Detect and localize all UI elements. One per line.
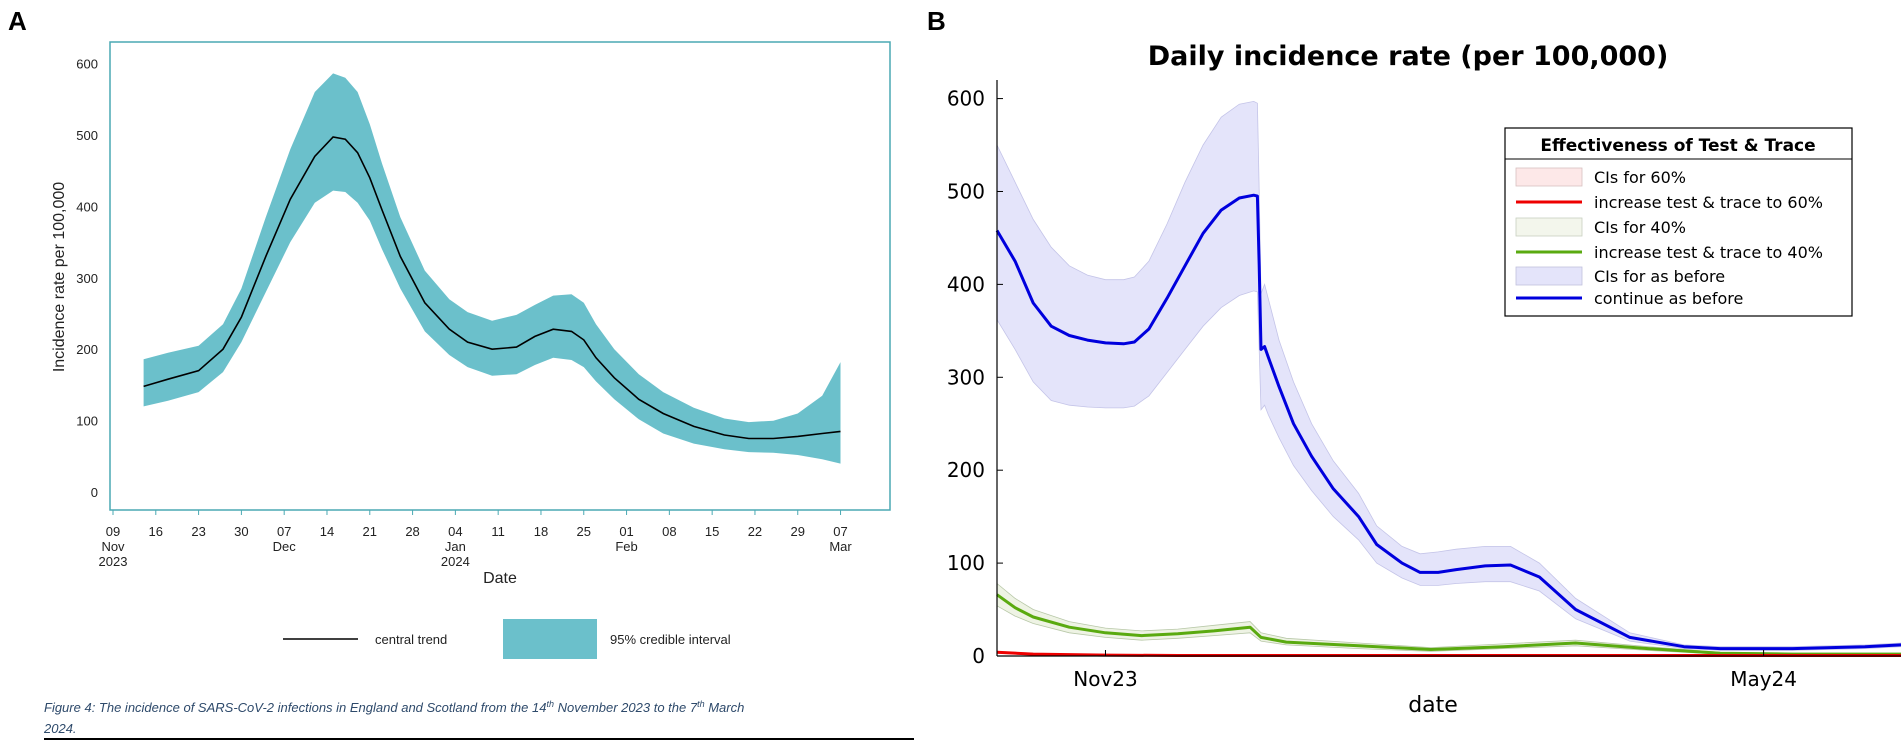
panel-a-x-tick-label: Nov [101,539,125,554]
panel-a-plot-frame [109,41,891,511]
panel-a-x-tick-label: Feb [615,539,637,554]
panel-a-x-tick-label: 22 [748,524,762,539]
panel-a-x-tick-label: 2023 [99,554,128,569]
legend-ci40-label: CIs for 40% [1594,218,1686,237]
panel-a-x-tick-label: 30 [234,524,248,539]
panel-a-trend-group [143,136,841,440]
panel-b-chart: Daily incidence rate (per 100,000) 0 100 2… [947,41,1901,718]
panel-a-x-tick-label: 04 [448,524,462,539]
panel-b-x-ticks: Nov23 May24 [1073,650,1797,691]
panel-a-credible-interval-band [143,73,841,464]
panel-b-series-line [996,593,1901,656]
panel-b-ci-band [996,100,1901,651]
panel-a-x-tick-label: 21 [363,524,377,539]
panel-a-x-tick-label: Mar [829,539,852,554]
panel-b-y-tick-label: 500 [947,179,985,203]
panel-b-y-ticks: 0 100 200 300 400 500 600 [947,87,1003,668]
panel-a-y-tick-label: 300 [76,271,98,286]
panel-b-y-tick-label: 300 [947,365,985,389]
panel-a-letter: A [8,6,27,36]
panel-a-x-tick-label: 18 [534,524,548,539]
legend-ci60-label: CIs for 60% [1594,168,1686,187]
panel-a-y-tick-label: 400 [76,199,98,214]
legend-tt60-label: increase test & trace to 60% [1594,193,1823,212]
panel-a-x-tick-label: 01 [619,524,633,539]
panel-a-x-tick-label: 08 [662,524,676,539]
panel-a-x-tick-label: 28 [405,524,419,539]
panel-b-y-tick-label: 100 [947,551,985,575]
panel-a-x-axis-label: Date [483,570,517,587]
legend-tt40-label: increase test & trace to 40% [1594,243,1823,262]
panel-b-x-tick-label: May24 [1730,667,1797,691]
panel-a-x-tick-label: Dec [273,539,297,554]
panel-a-x-tick-label: 11 [491,524,505,539]
panel-a-x-tick-label: 07 [277,524,291,539]
figure-caption-line2: 2024. [43,721,77,736]
figure-caption-line1: Figure 4: The incidence of SARS-CoV-2 in… [44,699,744,715]
panel-b-legend: Effectiveness of Test & Trace CIs for 60… [1504,127,1853,317]
panel-a-ci-band-group [143,73,841,464]
panel-a-x-tick-label: Jan [445,539,466,554]
legend-ci60-swatch [1515,167,1583,187]
panel-a-x-tick-label: 09 [106,524,120,539]
panel-a-central-trend-line [143,136,841,440]
legend-credible-interval-swatch [503,619,597,659]
panel-b-y-tick-label: 400 [947,272,985,296]
panel-a-x-tick-label: 16 [149,524,163,539]
panel-a-x-tick-label: 25 [577,524,591,539]
panel-a-x-tick-label: 23 [191,524,205,539]
panel-a-y-tick-label: 600 [76,56,98,71]
legend-credible-interval-label: 95% credible interval [610,632,731,647]
panel-b-series-line [995,193,1901,651]
panel-b-letter: B [927,6,946,36]
panel-b-x-axis-label: date [1408,693,1458,718]
panel-a-x-tick-label: 2024 [441,554,470,569]
panel-b-ci-band [996,582,1901,656]
panel-a-y-ticks: 0 100 200 300 400 500 600 [76,56,98,500]
legend-title: Effectiveness of Test & Trace [1540,136,1815,156]
legend-ci-before-swatch [1515,266,1583,286]
panel-a-y-tick-label: 200 [76,342,98,357]
panel-a-x-tick-label: 07 [833,524,847,539]
panel-b-y-tick-label: 0 [972,644,985,668]
panel-b-x-tick-label: Nov23 [1073,667,1137,691]
panel-a-x-tick-label: 29 [791,524,805,539]
panel-a-y-tick-label: 0 [91,485,98,500]
panel-a-y-tick-label: 500 [76,128,98,143]
legend-central-trend-label: central trend [375,632,447,647]
panel-a-x-tick-label: 15 [705,524,719,539]
panel-a-y-axis-label: Incidence rate per 100,000 [51,182,68,372]
panel-b-title: Daily incidence rate (per 100,000) [1148,41,1669,72]
panel-b-y-tick-label: 200 [947,458,985,482]
panel-b-y-tick-label: 600 [947,87,985,111]
legend-ci40-swatch [1515,217,1583,237]
legend-before-label: continue as before [1594,289,1743,308]
panel-a-x-tick-label: 14 [320,524,334,539]
legend-ci-before-label: CIs for as before [1594,267,1725,286]
panel-a-y-tick-label: 100 [76,414,98,429]
